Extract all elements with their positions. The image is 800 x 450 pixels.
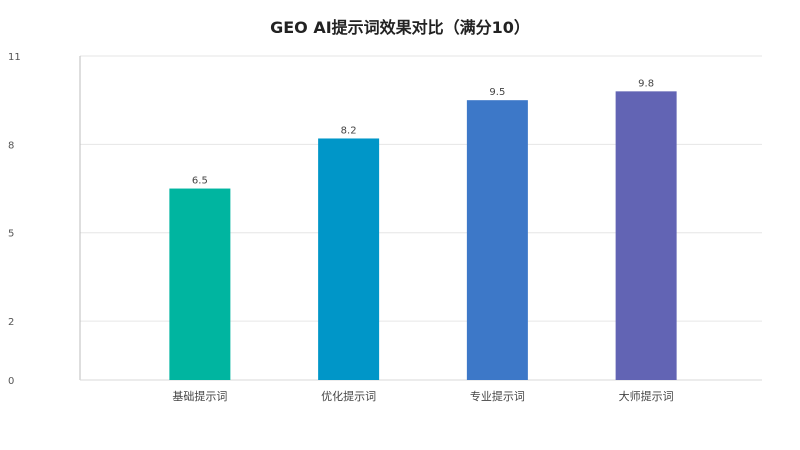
chart-title: GEO AI提示词效果对比（满分10）	[270, 18, 530, 37]
y-tick-label-2: 2	[8, 317, 14, 328]
category-label-2: 优化提示词	[321, 389, 376, 403]
bar-4	[615, 91, 677, 380]
y-axis-tick-labels: 0 2 5 8 11	[8, 52, 21, 387]
bar-1	[169, 188, 231, 380]
data-label-4: 9.8	[638, 78, 654, 89]
bars	[169, 91, 677, 380]
x-axis-category-labels: 基础提示词 优化提示词 专业提示词 大师提示词	[172, 389, 673, 403]
category-label-3: 专业提示词	[470, 389, 525, 403]
y-tick-label-8: 8	[8, 140, 14, 151]
data-label-1: 6.5	[192, 176, 208, 187]
y-tick-label-11: 11	[8, 52, 21, 63]
category-label-4: 大师提示词	[619, 389, 674, 403]
y-tick-label-0: 0	[8, 376, 14, 387]
bar-2	[318, 138, 380, 380]
data-label-3: 9.5	[489, 87, 505, 98]
data-label-2: 8.2	[341, 125, 357, 136]
category-label-1: 基础提示词	[172, 390, 227, 403]
bar-3	[466, 100, 528, 380]
y-tick-label-5: 5	[8, 229, 14, 240]
data-labels: 6.5 8.2 9.5 9.8	[192, 78, 654, 186]
